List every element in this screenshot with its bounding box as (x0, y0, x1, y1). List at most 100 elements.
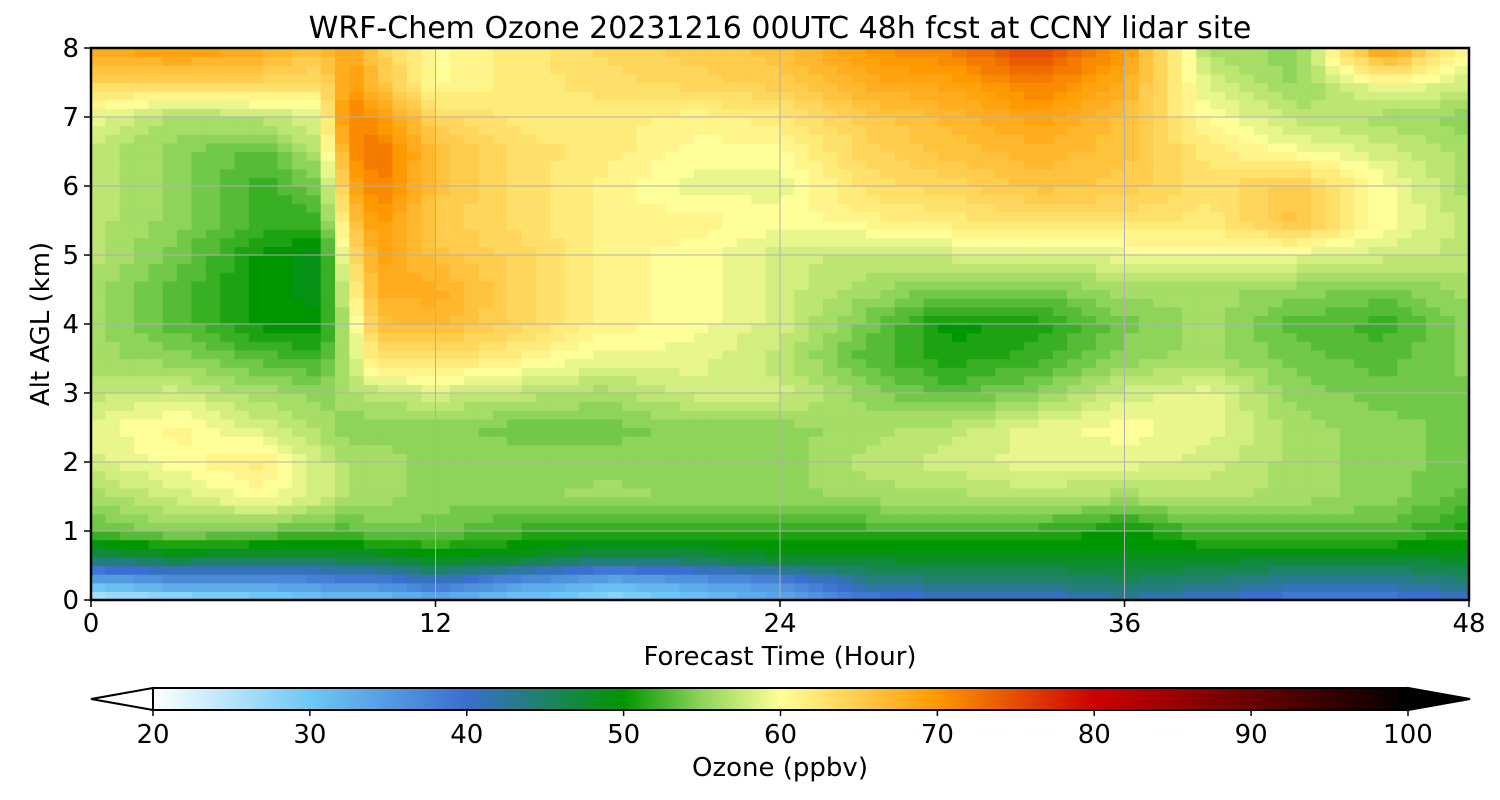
heatmap-cell (1181, 479, 1197, 489)
heatmap-cell (162, 522, 178, 532)
heatmap-cell (607, 203, 623, 213)
heatmap-cell (134, 332, 150, 342)
heatmap-cell (535, 280, 551, 291)
heatmap-cell (751, 505, 767, 515)
heatmap-cell (593, 332, 609, 342)
heatmap-cell (177, 246, 193, 256)
heatmap-cell (1081, 220, 1097, 230)
heatmap-cell (665, 548, 681, 558)
heatmap-cell (693, 582, 709, 592)
heatmap-cell (349, 177, 365, 187)
heatmap-cell (1268, 168, 1283, 178)
heatmap-cell (622, 548, 638, 558)
heatmap-cell (1038, 229, 1054, 239)
heatmap-cell (335, 591, 350, 600)
heatmap-cell (1181, 211, 1197, 222)
heatmap-cell (966, 401, 982, 411)
heatmap-cell (1253, 203, 1269, 213)
heatmap-cell (866, 272, 882, 282)
heatmap-cell (1067, 436, 1083, 446)
heatmap-cell (306, 548, 322, 558)
heatmap-cell (808, 298, 824, 308)
heatmap-cell (1253, 263, 1269, 273)
heatmap-cell (679, 349, 695, 360)
heatmap-cell (866, 306, 882, 316)
heatmap-cell (980, 358, 996, 368)
heatmap-cell (1325, 574, 1341, 584)
heatmap-cell (1253, 237, 1269, 247)
heatmap-cell (349, 341, 365, 351)
heatmap-cell (406, 203, 422, 213)
heatmap-cell (1167, 246, 1183, 256)
heatmap-cell (622, 574, 638, 584)
heatmap-cell (263, 470, 279, 480)
heatmap-cell (794, 263, 810, 273)
heatmap-cell (966, 487, 982, 498)
heatmap-cell (1425, 220, 1441, 230)
heatmap-cell (1067, 177, 1083, 187)
heatmap-cell (291, 349, 307, 360)
heatmap-cell (1124, 194, 1140, 204)
heatmap-cell (636, 289, 652, 299)
heatmap-cell (866, 211, 882, 222)
heatmap-cell (392, 410, 408, 420)
heatmap-cell (1354, 531, 1370, 541)
heatmap-cell (1454, 505, 1469, 515)
heatmap-cell (1224, 177, 1240, 187)
heatmap-cell (1124, 341, 1140, 351)
heatmap-cell (91, 470, 106, 480)
heatmap-cell (349, 479, 365, 489)
heatmap-cell (119, 289, 135, 299)
heatmap-cell (406, 151, 422, 161)
heatmap-cell (593, 255, 609, 265)
heatmap-cell (579, 462, 594, 472)
heatmap-cell (1440, 211, 1456, 222)
heatmap-cell (119, 246, 135, 256)
heatmap-cell (650, 410, 666, 420)
heatmap-cell (535, 237, 551, 247)
heatmap-cell (435, 229, 451, 239)
heatmap-cell (349, 315, 365, 325)
heatmap-cell (1224, 367, 1240, 377)
heatmap-cell (1354, 280, 1370, 291)
heatmap-cell (665, 470, 681, 480)
heatmap-cell (808, 522, 824, 532)
heatmap-cell (751, 462, 767, 472)
heatmap-cell (478, 289, 494, 299)
heatmap-cell (306, 367, 322, 377)
heatmap-cell (248, 263, 264, 273)
heatmap-cell (1038, 591, 1054, 600)
heatmap-cell (1196, 444, 1212, 454)
heatmap-cell (521, 160, 537, 170)
heatmap-cell (1454, 479, 1469, 489)
heatmap-cell (162, 341, 178, 351)
heatmap-cell (880, 168, 896, 178)
heatmap-cell (622, 324, 638, 334)
heatmap-cell (780, 487, 795, 498)
heatmap-cell (579, 522, 594, 532)
heatmap-cell (1110, 487, 1126, 498)
heatmap-cell (1325, 324, 1341, 334)
heatmap-cell (693, 280, 709, 291)
heatmap-cell (1440, 384, 1456, 394)
heatmap-cell (923, 280, 939, 291)
heatmap-cell (1167, 453, 1183, 463)
heatmap-cell (277, 358, 293, 368)
heatmap-cell (751, 177, 767, 187)
heatmap-cell (550, 263, 566, 273)
heatmap-cell (1138, 229, 1154, 239)
heatmap-cell (105, 306, 121, 316)
heatmap-cell (708, 289, 724, 299)
heatmap-cell (751, 237, 767, 247)
heatmap-cell (894, 332, 910, 342)
heatmap-cell (191, 513, 207, 523)
heatmap-cell (363, 186, 379, 196)
heatmap-cell (1009, 367, 1025, 377)
heatmap-cell (722, 272, 738, 282)
heatmap-cell (1181, 272, 1197, 282)
heatmap-cell (894, 341, 910, 351)
heatmap-cell (1253, 211, 1269, 222)
heatmap-cell (1296, 306, 1312, 316)
heatmap-cell (1440, 203, 1456, 213)
heatmap-cell (177, 427, 193, 437)
